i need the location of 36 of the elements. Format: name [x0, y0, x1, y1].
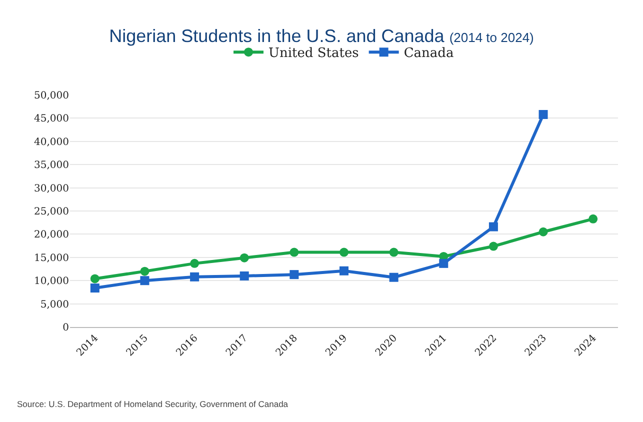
point — [439, 258, 448, 268]
y-tick-label: 10,000 — [34, 276, 69, 288]
chart-subtitle: (2014 to 2024) — [449, 30, 534, 46]
y-tick-label: 30,000 — [34, 183, 69, 194]
point — [90, 284, 100, 293]
y-tick-label: 0 — [62, 322, 69, 334]
point — [488, 222, 498, 232]
y-tick-label: 15,000 — [34, 252, 69, 264]
y-tick-label: 45,000 — [34, 114, 69, 125]
y-tick-label: 5,000 — [40, 299, 69, 310]
point — [488, 242, 498, 251]
point — [340, 266, 348, 276]
y-tick-label: 50,000 — [34, 90, 69, 102]
chart-title: Nigerian Students in the U.S. and Canada — [109, 26, 444, 46]
point — [90, 274, 100, 284]
point — [290, 270, 299, 280]
point — [538, 227, 548, 236]
point — [140, 276, 150, 286]
point — [588, 214, 598, 224]
point — [240, 253, 249, 262]
y-tick-label: 20,000 — [34, 230, 69, 241]
source-note: Source: U.S. Department of Homeland Security, Government of Canada — [17, 399, 288, 409]
legend-label: United States — [268, 46, 359, 62]
point — [240, 271, 249, 280]
point — [389, 272, 398, 282]
point — [190, 258, 200, 268]
point — [290, 248, 299, 257]
legend-label: Canada — [404, 46, 454, 62]
point — [538, 110, 548, 119]
point — [190, 272, 200, 282]
point — [389, 248, 398, 257]
y-tick-label: 35,000 — [34, 160, 69, 172]
point — [140, 266, 150, 276]
y-tick-label: 40,000 — [34, 136, 69, 148]
point — [340, 248, 348, 257]
y-tick-label: 25,000 — [34, 206, 69, 218]
